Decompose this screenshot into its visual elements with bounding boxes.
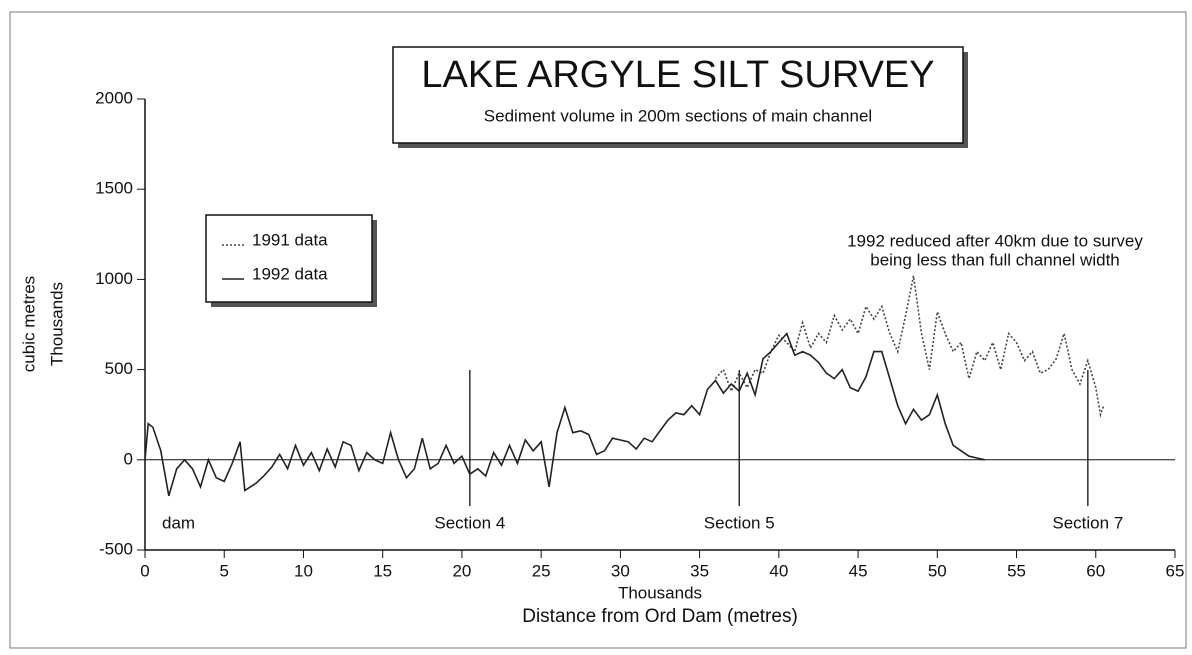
x-tick-label: 60 [1086, 561, 1105, 580]
y-tick-label: 2000 [95, 88, 133, 107]
series-line [144, 331, 985, 497]
x-tick-label: 15 [373, 561, 392, 580]
x-tick-label: 20 [452, 561, 471, 580]
y-tick-label: 1000 [95, 269, 133, 288]
x-tick-label: 50 [928, 561, 947, 580]
y-tick-label: 500 [105, 359, 133, 378]
legend-label: 1992 data [252, 264, 328, 283]
x-tick-label: 45 [849, 561, 868, 580]
y-label: Thousands [47, 282, 66, 366]
annotation: 1992 reduced after 40km due to survey [847, 231, 1143, 250]
section-label: Section 5 [704, 513, 775, 532]
series-line [714, 275, 1105, 418]
y-label: cubic metres [19, 276, 38, 372]
x-tick-label: 10 [294, 561, 313, 580]
x-tick-label: 65 [1166, 561, 1185, 580]
y-tick-label: 1500 [95, 179, 133, 198]
dam-label: dam [162, 513, 195, 532]
x-label: Distance from Ord Dam (metres) [522, 606, 798, 627]
annotation: being less than full channel width [870, 250, 1120, 269]
x-tick-label: 55 [1007, 561, 1026, 580]
section-label: Section 4 [434, 513, 505, 532]
x-tick-label: 40 [769, 561, 788, 580]
title-box [392, 46, 964, 144]
y-tick-label: -500 [99, 539, 133, 558]
legend-label: 1991 data [252, 230, 328, 249]
x-tick-label: 35 [690, 561, 709, 580]
x-tick-label: 25 [532, 561, 551, 580]
x-tick-label: 30 [611, 561, 630, 580]
y-tick-label: 0 [124, 449, 133, 468]
legend-box [205, 214, 373, 303]
chart-subtitle: Sediment volume in 200m sections of main… [484, 106, 872, 125]
chart-title: LAKE ARGYLE SILT SURVEY [421, 54, 934, 96]
x-tick-label: 5 [219, 561, 228, 580]
x-label: Thousands [618, 583, 702, 602]
section-label: Section 7 [1052, 513, 1123, 532]
x-tick-label: 0 [140, 561, 149, 580]
